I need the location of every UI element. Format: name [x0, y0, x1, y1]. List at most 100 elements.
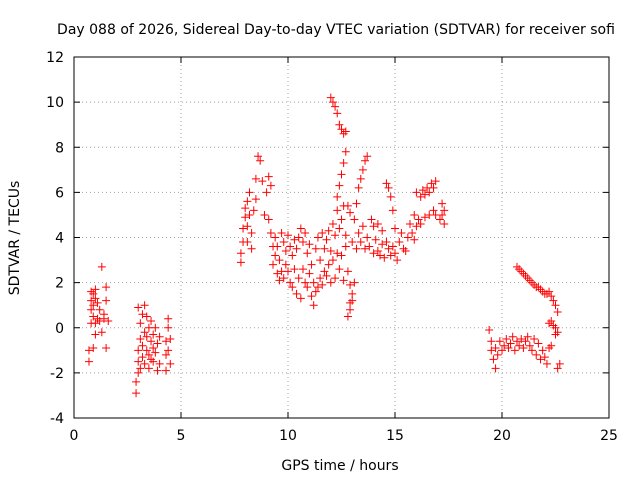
data-point: [91, 294, 100, 303]
data-point: [273, 242, 282, 251]
data-point: [307, 292, 316, 301]
data-point: [427, 179, 436, 188]
data-point: [335, 224, 344, 233]
data-point: [311, 287, 320, 296]
data-point: [517, 335, 526, 344]
data-point: [164, 314, 173, 323]
data-point: [296, 224, 305, 233]
data-point: [545, 319, 554, 328]
data-point: [352, 199, 361, 208]
data-point: [348, 238, 357, 247]
data-point: [147, 316, 156, 325]
y-tick-label: 4: [55, 231, 64, 247]
data-point: [294, 233, 303, 242]
data-point: [545, 287, 554, 296]
data-point: [241, 213, 250, 222]
data-point: [296, 294, 305, 303]
data-point: [331, 274, 340, 283]
data-point: [104, 316, 113, 325]
data-point: [331, 102, 340, 111]
data-point: [500, 341, 509, 350]
data-point: [438, 210, 447, 219]
data-point: [247, 244, 256, 253]
data-point: [549, 296, 558, 305]
data-point: [251, 174, 260, 183]
data-point: [352, 244, 361, 253]
data-point: [136, 335, 145, 344]
data-point: [553, 328, 562, 337]
data-point: [164, 346, 173, 355]
data-point: [151, 348, 160, 357]
data-point: [266, 228, 275, 237]
data-point: [341, 147, 350, 156]
data-point: [549, 321, 558, 330]
data-point: [337, 215, 346, 224]
data-point: [97, 328, 106, 337]
data-point: [525, 341, 534, 350]
data-point: [151, 323, 160, 332]
data-point: [138, 353, 147, 362]
data-point: [341, 231, 350, 240]
data-point: [519, 344, 528, 353]
chart-title: Day 088 of 2026, Sidereal Day-to-day VTE…: [57, 22, 615, 38]
data-point: [281, 247, 290, 256]
data-point: [363, 233, 372, 242]
data-point: [87, 305, 96, 314]
data-point: [523, 274, 532, 283]
data-point: [346, 305, 355, 314]
data-point: [416, 192, 425, 201]
data-point: [527, 346, 536, 355]
data-point: [290, 265, 299, 274]
data-point: [149, 344, 158, 353]
data-point: [420, 190, 429, 199]
data-point: [553, 364, 562, 373]
data-point: [328, 256, 337, 265]
data-point: [502, 335, 511, 344]
data-point: [401, 247, 410, 256]
data-point: [322, 235, 331, 244]
data-point: [429, 206, 438, 215]
data-point: [388, 206, 397, 215]
y-tick-label: -4: [50, 411, 64, 427]
data-point: [527, 278, 536, 287]
points-layer: [84, 93, 564, 398]
data-point: [292, 289, 301, 298]
data-point: [356, 238, 365, 247]
data-point: [290, 235, 299, 244]
data-point: [504, 344, 513, 353]
data-point: [132, 389, 141, 398]
data-point: [378, 226, 387, 235]
data-point: [155, 332, 164, 341]
data-point: [326, 247, 335, 256]
data-point: [534, 339, 543, 348]
data-point: [337, 251, 346, 260]
data-point: [440, 219, 449, 228]
data-point: [136, 364, 145, 373]
data-point: [144, 350, 153, 359]
data-point: [382, 179, 391, 188]
data-point: [277, 228, 286, 237]
data-point: [303, 283, 312, 292]
data-point: [322, 271, 331, 280]
data-point: [305, 240, 314, 249]
data-point: [361, 244, 370, 253]
data-point: [369, 249, 378, 258]
data-point: [508, 332, 517, 341]
data-point: [166, 335, 175, 344]
data-point: [384, 183, 393, 192]
data-point: [87, 296, 96, 305]
data-point: [388, 242, 397, 251]
data-point: [301, 228, 310, 237]
data-point: [142, 346, 151, 355]
data-point: [512, 262, 521, 271]
data-point: [416, 219, 425, 228]
data-point: [149, 330, 158, 339]
data-point: [153, 366, 162, 375]
data-point: [262, 188, 271, 197]
data-point: [318, 228, 327, 237]
data-point: [147, 355, 156, 364]
data-point: [320, 244, 329, 253]
data-point: [166, 359, 175, 368]
data-point: [328, 219, 337, 228]
